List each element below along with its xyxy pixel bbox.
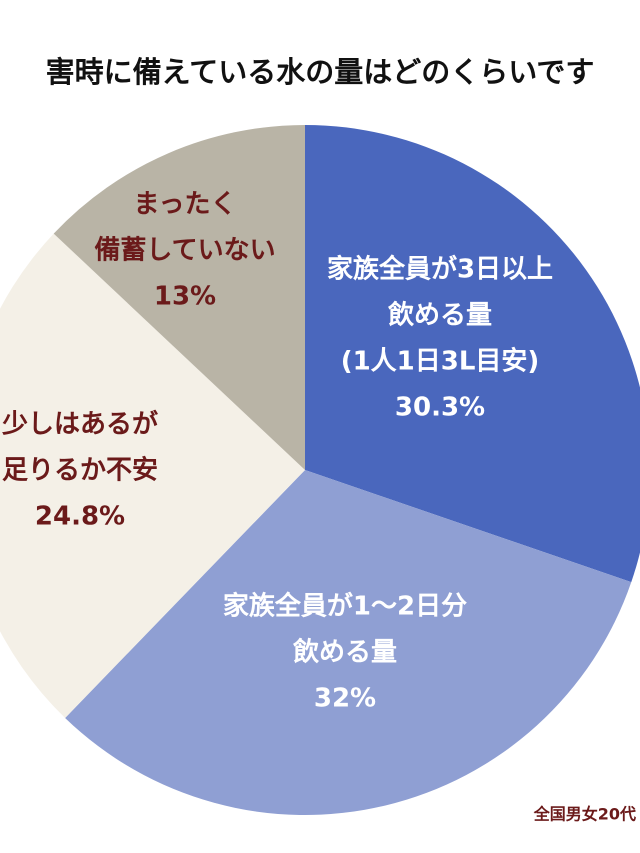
pie-slice bbox=[53, 125, 305, 470]
source-note: 全国男女20代 bbox=[533, 805, 636, 824]
slice-label: 足りるか不安 bbox=[2, 456, 158, 486]
labels: 家族全員が3日以上飲める量(1人1日3L目安)30.3%家族全員が1〜2日分飲め… bbox=[1, 190, 553, 714]
slice-label: まったく bbox=[134, 190, 237, 220]
slice-label: 飲める量 bbox=[387, 300, 492, 331]
value-label: 30.3% bbox=[395, 393, 485, 423]
slice-label: 少しはあるが bbox=[1, 409, 158, 440]
chart-title: 害時に備えている水の量はどのくらいです bbox=[46, 55, 595, 89]
pie-slice bbox=[0, 233, 305, 718]
pie-slice bbox=[305, 125, 640, 583]
slice-label: 家族全員が1〜2日分 bbox=[223, 591, 467, 622]
value-label: 32% bbox=[314, 684, 376, 714]
slice-label: 飲める量 bbox=[292, 637, 397, 668]
value-label: 24.8% bbox=[35, 502, 125, 532]
pie-slice bbox=[65, 470, 632, 816]
pie bbox=[0, 125, 640, 816]
slice-label: 家族全員が3日以上 bbox=[327, 254, 553, 285]
value-label: 13% bbox=[154, 282, 216, 312]
slice-label: 備蓄していない bbox=[94, 235, 275, 266]
slice-label: (1人1日3L目安) bbox=[341, 347, 540, 377]
